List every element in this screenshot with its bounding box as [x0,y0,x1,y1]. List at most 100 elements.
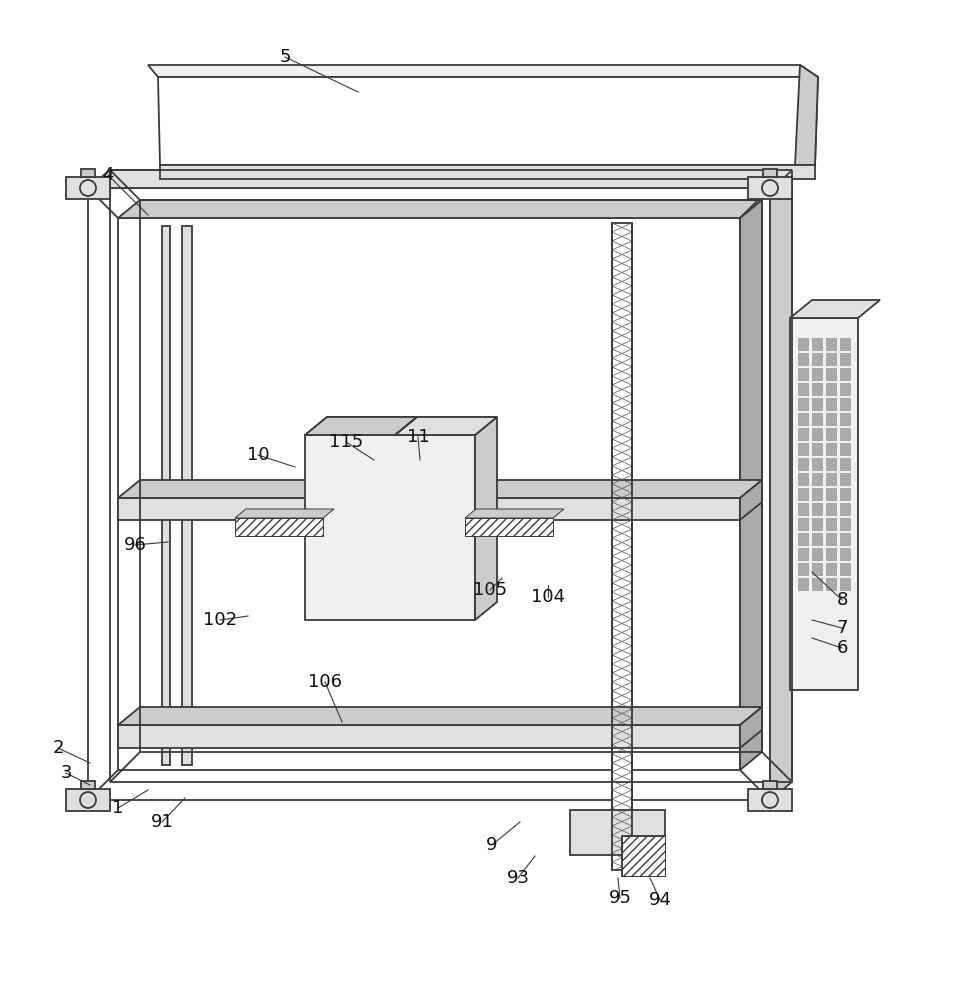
Polygon shape [748,177,792,199]
Bar [798,383,808,395]
Bar [826,578,836,590]
Bar [812,428,822,440]
Bar [812,338,822,350]
Bar [840,353,850,365]
Polygon shape [570,810,665,855]
Polygon shape [118,200,762,218]
Bar [798,578,808,590]
Text: 8: 8 [836,591,848,609]
Bar [812,533,822,545]
Polygon shape [748,789,792,811]
Bar [798,488,808,500]
Polygon shape [182,226,192,765]
Polygon shape [740,200,762,770]
Text: 102: 102 [203,611,237,629]
Polygon shape [235,509,334,518]
Bar [840,338,850,350]
Bar [622,836,665,876]
Bar [840,473,850,485]
Polygon shape [118,480,762,498]
Polygon shape [305,417,417,435]
Polygon shape [740,707,762,748]
Polygon shape [118,498,740,520]
Bar [812,443,822,455]
Bar [840,398,850,410]
Bar [235,518,323,536]
Bar [812,353,822,365]
Bar [826,548,836,560]
Bar [826,563,836,575]
Bar [840,488,850,500]
Bar [798,368,808,380]
Bar [826,473,836,485]
Polygon shape [81,169,95,177]
Bar [840,428,850,440]
Polygon shape [162,226,170,765]
Bar [798,458,808,470]
Polygon shape [118,218,740,770]
Text: 7: 7 [836,619,848,637]
Bar [840,458,850,470]
Polygon shape [612,223,632,870]
Bar [812,383,822,395]
Polygon shape [465,509,564,518]
Text: 2: 2 [52,739,63,757]
Bar [826,338,836,350]
Text: 5: 5 [279,48,291,66]
Bar [812,368,822,380]
Polygon shape [770,170,792,800]
Bar [840,368,850,380]
Bar [812,518,822,530]
Polygon shape [305,417,497,435]
Bar [840,383,850,395]
Bar [812,398,822,410]
Bar [826,458,836,470]
Polygon shape [622,836,665,876]
Polygon shape [81,781,95,789]
Bar [465,518,553,536]
Polygon shape [475,417,497,620]
Polygon shape [795,65,818,165]
Text: 96: 96 [124,536,147,554]
Bar [840,578,850,590]
Text: 106: 106 [308,673,342,691]
Bar [812,458,822,470]
Bar [826,368,836,380]
Bar [826,533,836,545]
Polygon shape [118,707,762,725]
Bar [826,398,836,410]
Bar [798,473,808,485]
Bar [798,548,808,560]
Text: 95: 95 [609,889,632,907]
Text: 11: 11 [407,428,429,446]
Polygon shape [158,77,818,165]
Text: 104: 104 [531,588,565,606]
Bar [826,413,836,425]
Polygon shape [763,781,777,789]
Bar [798,428,808,440]
Bar [812,488,822,500]
Text: 115: 115 [329,433,363,451]
Bar [826,488,836,500]
Bar [798,353,808,365]
Bar [798,563,808,575]
Bar [840,533,850,545]
Polygon shape [66,177,110,199]
Polygon shape [790,300,880,318]
Polygon shape [763,169,777,177]
Text: 94: 94 [649,891,671,909]
Bar [812,548,822,560]
Bar [826,443,836,455]
Text: 6: 6 [836,639,848,657]
Bar [798,518,808,530]
Text: 91: 91 [151,813,174,831]
Polygon shape [148,65,818,77]
Bar [812,413,822,425]
Bar [840,518,850,530]
Bar [812,503,822,515]
Bar [840,548,850,560]
Text: 10: 10 [247,446,270,464]
Bar [826,428,836,440]
Bar [826,503,836,515]
Text: 9: 9 [487,836,497,854]
